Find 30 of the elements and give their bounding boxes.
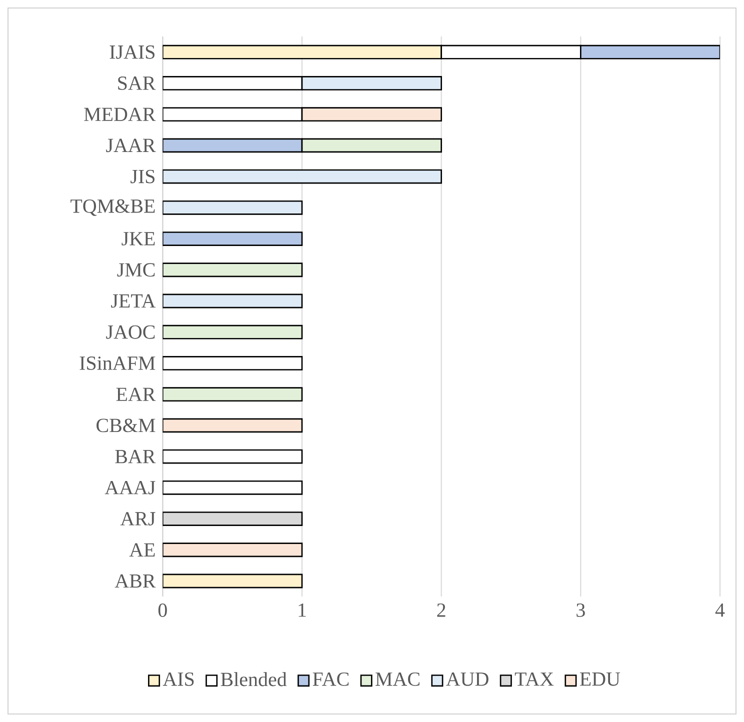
y-tick-label: JAAR <box>106 138 156 152</box>
legend-label: Blended <box>220 672 287 686</box>
y-tick-label: JETA <box>111 294 156 308</box>
legend-label: TAX <box>514 672 554 686</box>
y-tick-label: JKE <box>122 232 155 246</box>
y-tick-label: JMC <box>117 263 155 277</box>
y-tick-label: ISinAFM <box>80 356 156 370</box>
y-tick-label: SAR <box>118 76 156 90</box>
y-tick-label: TQM&BE <box>70 199 155 216</box>
legend-label: AIS <box>162 672 194 686</box>
y-tick-label: JIS <box>130 170 154 184</box>
legend-label: EDU <box>580 672 620 686</box>
y-tick-label: IJAIS <box>110 45 154 59</box>
x-tick-label: 3 <box>576 603 585 617</box>
y-tick-label: BAR <box>115 450 156 464</box>
legend-label: FAC <box>312 672 349 686</box>
x-tick-label: 0 <box>158 603 167 617</box>
y-tick-label: MEDAR <box>84 108 156 121</box>
legend-label: MAC <box>376 672 420 686</box>
y-tick-label: JAOC <box>106 325 155 339</box>
y-tick-label: ARJ <box>120 512 156 526</box>
y-tick-label: EAR <box>116 388 156 401</box>
x-tick-label: 1 <box>298 603 306 617</box>
y-tick-label: CB&M <box>96 418 156 432</box>
x-tick-label: 2 <box>437 603 446 617</box>
x-tick-label: 4 <box>715 603 725 617</box>
y-tick-label: ABR <box>114 574 156 588</box>
y-tick-label: AAAJ <box>104 480 156 494</box>
legend-label: AUD <box>446 672 488 686</box>
y-tick-label: AE <box>129 543 155 556</box>
